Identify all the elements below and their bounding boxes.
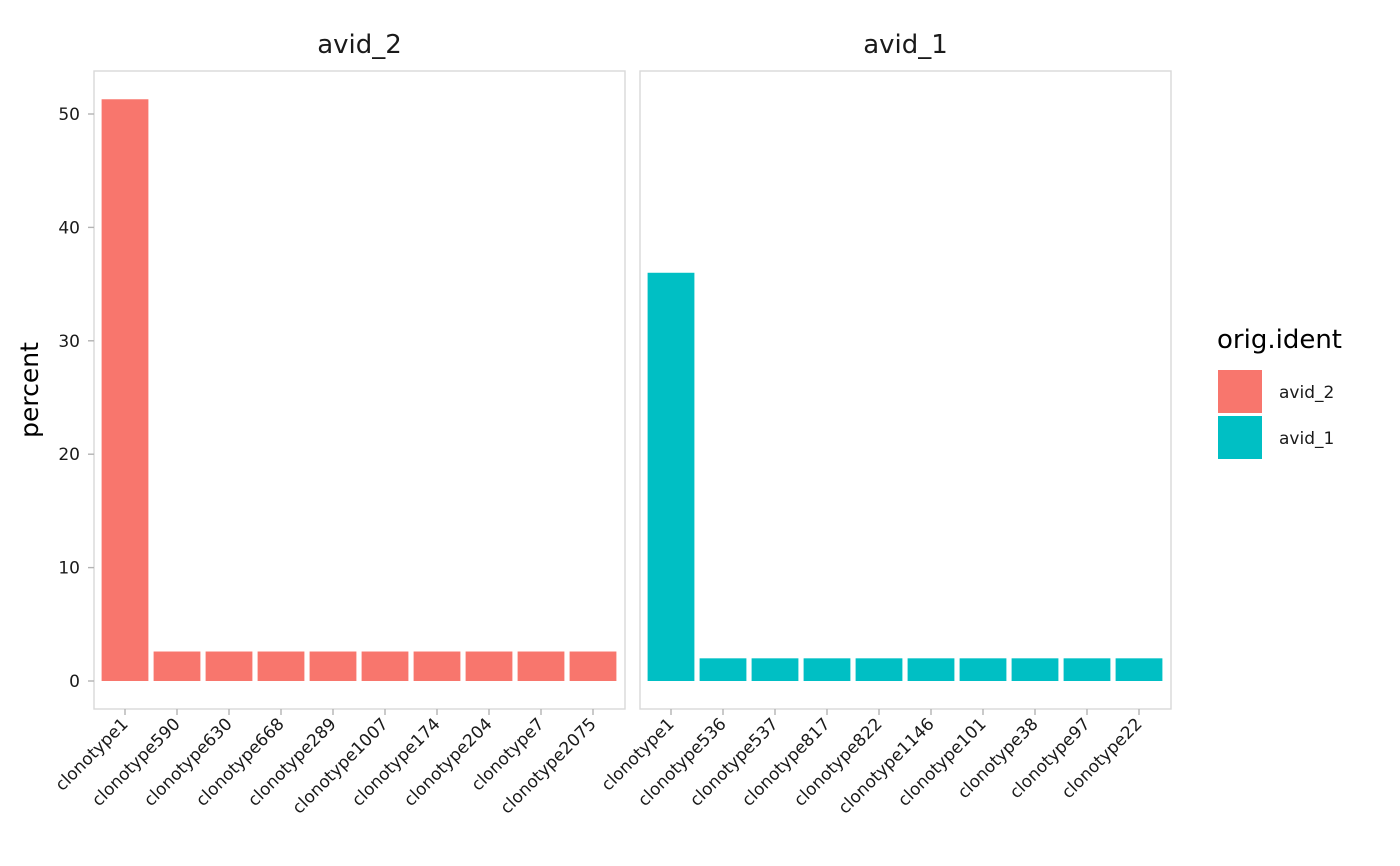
bar-clonotype97 (1063, 658, 1111, 681)
facet-title: avid_2 (317, 30, 402, 60)
panel-background (639, 70, 1172, 710)
y-tick-label: 0 (69, 672, 80, 692)
bar-clonotype590 (153, 651, 201, 681)
bar-clonotype817 (803, 658, 851, 681)
facet-panel-avid_1: avid_1clonotype1clonotype536clonotype537… (598, 30, 1172, 818)
x-tick-label: clonotype1007 (289, 714, 393, 818)
facet-title: avid_1 (863, 30, 948, 60)
x-tick-label: clonotype2075 (497, 714, 601, 818)
y-tick-label: 40 (58, 218, 80, 238)
bar-clonotype1 (647, 272, 695, 681)
bar-clonotype2075 (569, 651, 617, 681)
bar-clonotype101 (959, 658, 1007, 681)
y-tick-label: 20 (58, 445, 80, 465)
legend-key-avid_1 (1218, 416, 1262, 459)
legend: orig.ident avid_2 avid_1 (1217, 325, 1342, 459)
x-tick-label: clonotype1146 (835, 714, 939, 818)
bar-clonotype7 (517, 651, 565, 681)
bar-clonotype174 (413, 651, 461, 681)
y-tick-label: 10 (58, 559, 80, 579)
legend-key-avid_2 (1218, 370, 1262, 413)
panel-background (93, 70, 626, 710)
legend-label-avid_1: avid_1 (1279, 429, 1334, 449)
y-axis-title: percent (15, 342, 44, 438)
facet-panel-avid_2: avid_2clonotype1clonotype590clonotype630… (52, 30, 626, 818)
legend-label-avid_2: avid_2 (1279, 383, 1334, 403)
bar-clonotype536 (699, 658, 747, 681)
chart-panels: avid_2clonotype1clonotype590clonotype630… (52, 30, 1172, 818)
bar-clonotype38 (1011, 658, 1059, 681)
bar-clonotype289 (309, 651, 357, 681)
bar-clonotype822 (855, 658, 903, 681)
bar-clonotype630 (205, 651, 253, 681)
y-tick-label: 50 (58, 105, 80, 125)
bar-clonotype1007 (361, 651, 409, 681)
y-tick-label: 30 (58, 332, 80, 352)
legend-title: orig.ident (1217, 325, 1342, 355)
bar-clonotype537 (751, 658, 799, 681)
bar-clonotype1 (101, 99, 149, 682)
y-axis: 0 10 20 30 40 50 (58, 105, 94, 692)
bar-clonotype668 (257, 651, 305, 681)
bar-clonotype1146 (907, 658, 955, 681)
bar-clonotype22 (1115, 658, 1163, 681)
bar-clonotype204 (465, 651, 513, 681)
